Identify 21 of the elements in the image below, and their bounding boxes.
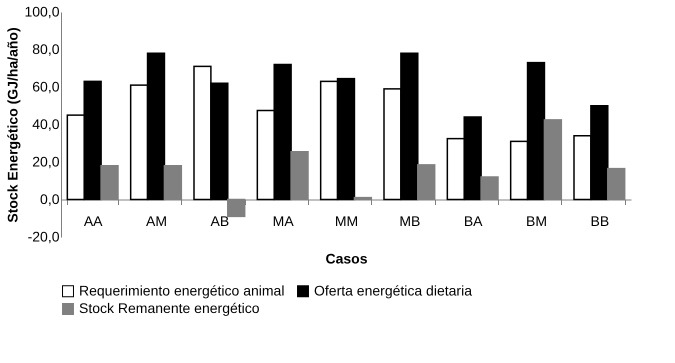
y-tick-label: 0,0 [40, 191, 60, 207]
x-tick-label: BA [464, 213, 484, 229]
x-tick-label: AB [210, 213, 230, 229]
x-tick-label: AM [146, 213, 167, 229]
y-tick-label: 100,0 [24, 4, 60, 20]
legend-label: Stock Remanente energético [79, 300, 260, 316]
x-tick-label: AA [84, 213, 104, 229]
y-tick-label: -20,0 [28, 228, 60, 244]
legend-label: Oferta energética dietaria [314, 282, 472, 298]
x-tick-label: MB [399, 213, 420, 229]
x-tick-label: MM [334, 213, 358, 229]
y-tick-label: 20,0 [32, 154, 60, 170]
x-tick-label: BM [526, 213, 547, 229]
y-tick-label: 40,0 [32, 116, 60, 132]
y-tick-label: 80,0 [32, 41, 60, 57]
x-tick-label: BB [590, 213, 610, 229]
y-axis-title: Stock Energético (GJ/ha/año) [4, 27, 20, 223]
y-tick-label: 60,0 [32, 78, 60, 94]
x-tick-label: MA [272, 213, 294, 229]
legend-label: Requerimiento energético animal [79, 282, 284, 298]
x-axis-title: Casos [325, 250, 368, 266]
